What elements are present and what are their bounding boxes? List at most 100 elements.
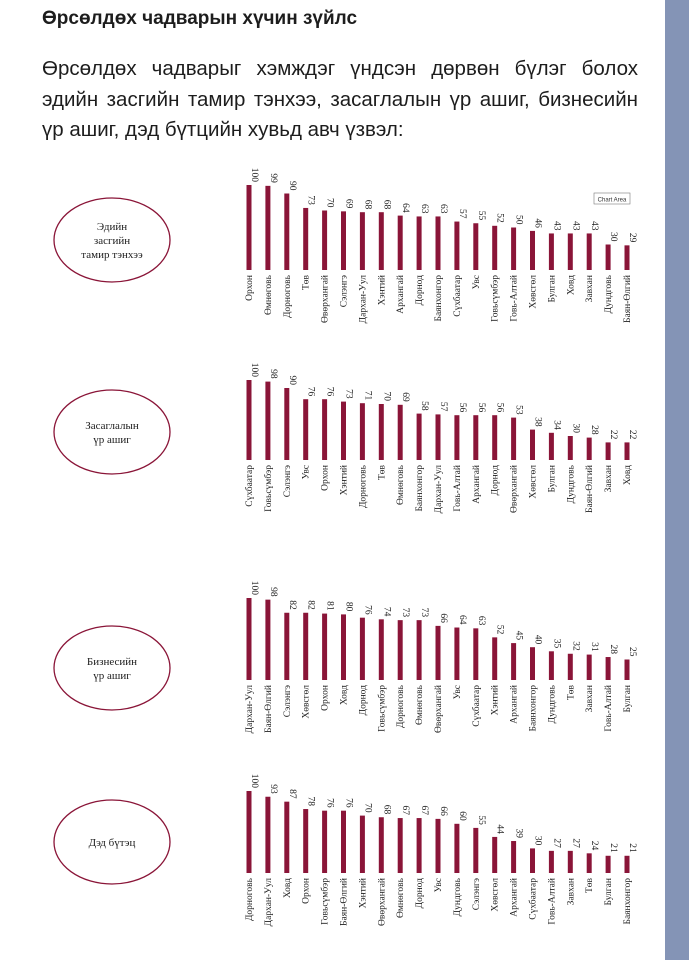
panel-label-ellipse (53, 625, 171, 711)
data-label: 35 (551, 639, 561, 649)
bar (492, 637, 498, 680)
panel-label-line: Дэд бүтэц (89, 837, 136, 849)
category-label: Дорнод (491, 465, 501, 496)
category-label: Баян-Өлгий (584, 465, 595, 513)
category-label: Дархан-Уул (245, 685, 255, 734)
panel-label-line: үр ашиг (93, 434, 131, 446)
bar (416, 216, 422, 270)
bar (567, 850, 573, 873)
data-label: 76 (306, 387, 316, 397)
data-label: 68 (381, 200, 391, 210)
data-label: 93 (268, 784, 278, 794)
bar (567, 653, 573, 680)
category-label: Өвөрхангай (376, 878, 387, 926)
bar (322, 210, 328, 270)
category-label: Өвөрхангай (433, 685, 444, 733)
data-label: 68 (381, 805, 391, 815)
data-label: 31 (589, 642, 599, 652)
data-label: 80 (344, 602, 354, 612)
category-label: Увс (453, 685, 463, 699)
data-label: 98 (268, 369, 278, 379)
data-label: 73 (306, 195, 316, 205)
bar (284, 388, 290, 460)
category-label: Өмнөговь (264, 274, 274, 315)
data-label: 30 (608, 232, 618, 242)
bar (359, 617, 365, 680)
category-label: Завхан (585, 275, 595, 302)
category-label: Баянхонгор (434, 275, 444, 322)
data-label: 100 (249, 581, 259, 596)
tooltip-box (593, 192, 631, 205)
bar (359, 815, 365, 873)
category-label: Өвөрхангай (320, 275, 331, 323)
data-label: 60 (457, 811, 467, 821)
data-label: 100 (249, 168, 259, 183)
data-label: 40 (533, 635, 543, 645)
category-label: Архангай (471, 465, 482, 504)
category-label: Дорноговь (245, 877, 255, 921)
data-label: 28 (608, 645, 618, 655)
data-label: 66 (438, 806, 448, 816)
category-label: Баянхонгор (529, 685, 539, 732)
bar (567, 233, 573, 270)
data-label: 56 (495, 403, 505, 413)
bar (341, 211, 346, 270)
bar (246, 598, 252, 680)
category-label: Дархан-Уул (264, 878, 274, 927)
data-label: 98 (268, 587, 278, 597)
bar (530, 230, 535, 270)
bar (454, 221, 460, 270)
data-label: 56 (476, 403, 486, 413)
category-label: Баянхонгор (415, 465, 425, 512)
category-label: Булган (547, 275, 557, 303)
data-label: 66 (438, 613, 448, 623)
bar (322, 810, 328, 873)
category-label: Говь-Алтай (452, 465, 463, 512)
data-label: 57 (438, 402, 448, 412)
bar (548, 651, 554, 680)
data-label: 44 (495, 824, 505, 834)
data-label: 21 (608, 843, 618, 853)
bar (265, 381, 271, 460)
bar (265, 599, 271, 680)
data-label: 34 (551, 420, 561, 430)
data-label: 73 (419, 608, 429, 618)
bar (454, 627, 460, 680)
chart-panel-4: Дэд бүтэц 100 Дорноговь 93 Дархан-Уул 87 Ховд 7… (53, 774, 637, 927)
category-label: Сүхбаатар (452, 275, 463, 317)
bar (435, 625, 441, 680)
bar (359, 212, 365, 270)
category-label: Завхан (585, 685, 595, 712)
data-label: 87 (287, 789, 297, 799)
category-label: Орхон (302, 878, 312, 904)
panel-label-line: Засаглалын (85, 420, 139, 432)
bar (548, 432, 554, 460)
bar (378, 817, 384, 873)
data-label: 45 (514, 631, 524, 641)
data-label: 52 (495, 213, 505, 223)
data-label: 82 (306, 600, 316, 610)
bar (473, 223, 479, 270)
data-label: 27 (551, 838, 561, 848)
data-label: 28 (589, 425, 599, 435)
data-label: 71 (362, 391, 372, 401)
data-label: 70 (381, 392, 391, 402)
bar (548, 233, 554, 270)
bar (397, 215, 403, 270)
category-label: Дундговь (547, 684, 557, 723)
data-label: 57 (457, 209, 467, 219)
data-label: 43 (589, 221, 599, 231)
bar (341, 401, 346, 460)
category-label: Хөвсгөл (529, 465, 539, 499)
data-label: 73 (400, 608, 410, 618)
page-title: Өрсөлдөх чадварын хүчин зүйлс (42, 8, 358, 29)
data-label: 50 (514, 215, 524, 225)
category-label: Сэлэнгэ (283, 685, 293, 717)
bar (322, 399, 328, 460)
bar (567, 436, 573, 460)
bar (548, 850, 554, 873)
bar (511, 841, 517, 873)
category-label: Хэнтий (376, 275, 387, 305)
bar (454, 823, 460, 873)
